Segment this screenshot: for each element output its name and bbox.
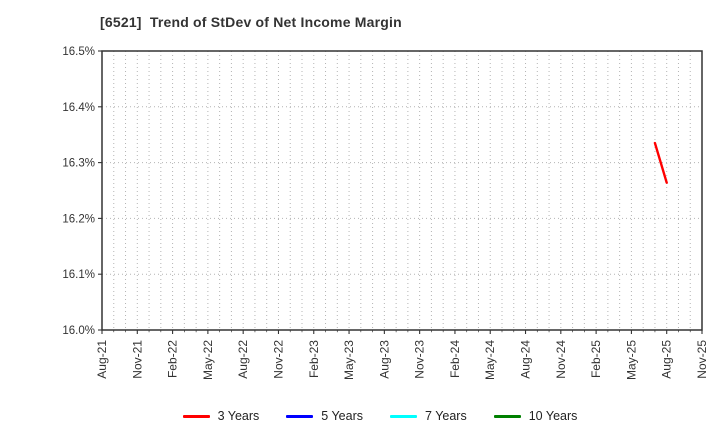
x-tick-label: May-23 <box>342 340 356 380</box>
plot-border <box>101 50 703 331</box>
x-tick-label: Nov-22 <box>271 340 285 379</box>
y-tick-label: 16.4% <box>62 102 95 114</box>
x-tick-label: Aug-21 <box>95 340 109 379</box>
x-tick-label: Nov-24 <box>554 340 568 379</box>
x-tick-label: Nov-23 <box>413 340 427 379</box>
legend-item-3-years: 3 Years <box>182 409 260 423</box>
x-tick-label: Aug-24 <box>519 340 533 379</box>
legend-label: 5 Years <box>321 409 364 423</box>
chart-legend: 3 Years 5 Years 7 Years 10 Years <box>40 406 720 426</box>
legend-line-swatch <box>286 414 314 418</box>
chart-title: [6521] Trend of StDev of Net Income Marg… <box>100 14 402 30</box>
x-tick-label: Feb-24 <box>448 340 462 378</box>
legend-line-swatch <box>390 414 418 418</box>
y-tick-label: 16.5% <box>62 46 95 58</box>
legend-item-5-years: 5 Years <box>286 409 363 423</box>
legend-label: 10 Years <box>528 409 578 423</box>
x-tick-label: Nov-21 <box>130 340 144 379</box>
x-tick-label: Aug-22 <box>236 340 250 379</box>
x-tick-label: May-22 <box>201 340 215 380</box>
y-tick-label: 16.2% <box>62 213 95 225</box>
legend-item-7-years: 7 Years <box>390 409 467 423</box>
x-tick-label: Feb-25 <box>589 340 603 378</box>
y-tick-label: 16.0% <box>62 325 95 337</box>
series-line-3-years <box>653 141 668 184</box>
legend-line-swatch <box>182 414 210 418</box>
legend-item-10-years: 10 Years <box>493 409 578 423</box>
legend-label: 7 Years <box>425 409 467 423</box>
x-tick-label: Aug-25 <box>660 340 674 379</box>
x-tick-label: May-25 <box>624 340 638 380</box>
x-tick-label: May-24 <box>483 340 497 380</box>
x-tick-label: Feb-23 <box>307 340 321 378</box>
legend-label: 3 Years <box>217 409 260 423</box>
legend-line-swatch <box>493 414 521 418</box>
y-tick-label: 16.1% <box>62 269 95 281</box>
x-tick-label: Feb-22 <box>166 340 180 378</box>
y-tick-label: 16.3% <box>62 158 95 170</box>
x-tick-label: Nov-25 <box>695 340 709 379</box>
x-tick-label: Aug-23 <box>377 340 391 379</box>
